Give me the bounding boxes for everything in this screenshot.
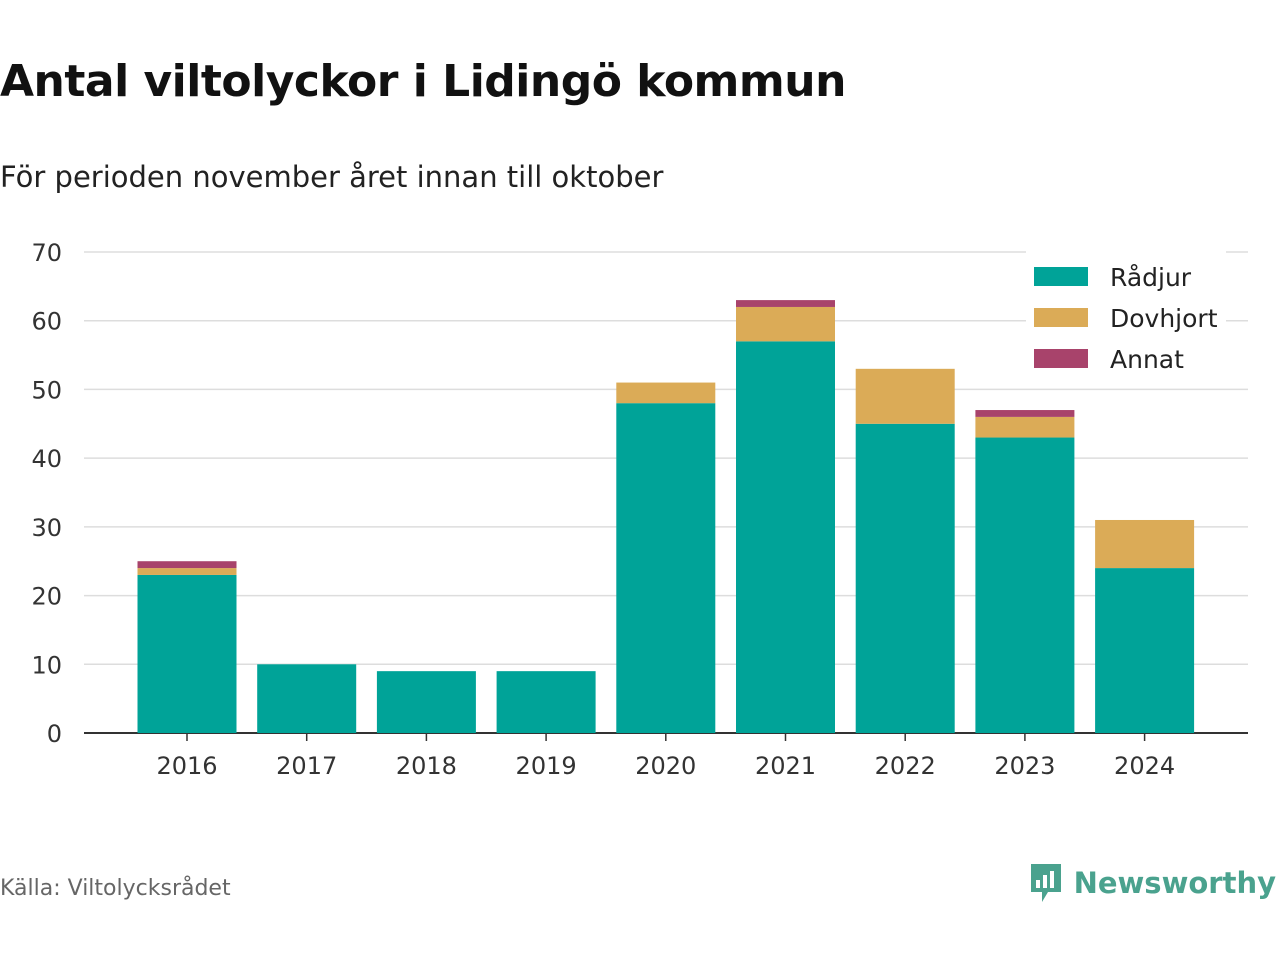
legend-label: Annat (1110, 345, 1184, 374)
x-tick-label: 2024 (1114, 752, 1175, 780)
bar-segment (376, 671, 476, 733)
bar-segment (736, 306, 835, 342)
bar-segment (736, 341, 835, 733)
x-axis-ticks: 2016 2017 2018 2019 2020 2021 2022 2023 2024 (156, 733, 1175, 780)
bar-segment (137, 574, 237, 733)
bar-segment (137, 561, 237, 569)
bar-segment (496, 671, 596, 733)
y-tick-label: 50 (31, 376, 62, 404)
legend-swatch (1034, 267, 1088, 286)
legend-swatch (1034, 349, 1088, 368)
bars (137, 300, 1195, 733)
y-tick-label: 60 (31, 308, 62, 336)
x-tick-label: 2019 (516, 752, 577, 780)
x-tick-label: 2018 (396, 752, 457, 780)
legend-swatch (1034, 308, 1088, 327)
bar-segment (975, 437, 1075, 733)
bar-segment (1095, 519, 1195, 569)
x-tick-label: 2016 (156, 752, 217, 780)
bar-segment (137, 568, 237, 575)
bar-segment (1095, 568, 1195, 733)
bar-segment (975, 410, 1075, 417)
y-tick-label: 10 (31, 651, 62, 679)
bar-segment (855, 368, 955, 424)
bar-segment (616, 382, 716, 404)
bar-segment (616, 403, 716, 733)
source-note: Källa: Viltolycksrådet (0, 876, 231, 901)
bar-segment (855, 423, 955, 733)
newsworthy-logo-icon (1030, 864, 1061, 902)
bar-segment (257, 664, 357, 733)
brand-logo: Newsworthy (1028, 862, 1276, 904)
legend: Rådjur Dovhjort Annat (1026, 251, 1226, 383)
legend-label: Dovhjort (1110, 304, 1218, 333)
chart-subtitle: För perioden november året innan till ok… (0, 160, 664, 194)
y-tick-label: 0 (47, 720, 62, 748)
x-tick-label: 2022 (875, 752, 936, 780)
x-tick-label: 2023 (994, 752, 1055, 780)
x-tick-label: 2021 (755, 752, 816, 780)
bar-segment (975, 416, 1075, 438)
y-tick-label: 30 (31, 514, 62, 542)
y-axis-ticks: 0 10 20 30 40 50 60 70 (31, 239, 62, 748)
stacked-bar-chart: 0 10 20 30 40 50 60 70 2016 2017 2018 2019 2020 2021… (31, 239, 1248, 780)
x-tick-label: 2020 (635, 752, 696, 780)
chart-title: Antal viltolyckor i Lidingö kommun (0, 56, 846, 107)
bar-segment (736, 300, 835, 307)
y-tick-label: 20 (31, 583, 62, 611)
x-tick-label: 2017 (276, 752, 337, 780)
y-tick-label: 40 (31, 445, 62, 473)
y-tick-label: 70 (31, 239, 62, 267)
legend-label: Rådjur (1110, 263, 1192, 292)
brand-name: Newsworthy (1073, 866, 1276, 900)
